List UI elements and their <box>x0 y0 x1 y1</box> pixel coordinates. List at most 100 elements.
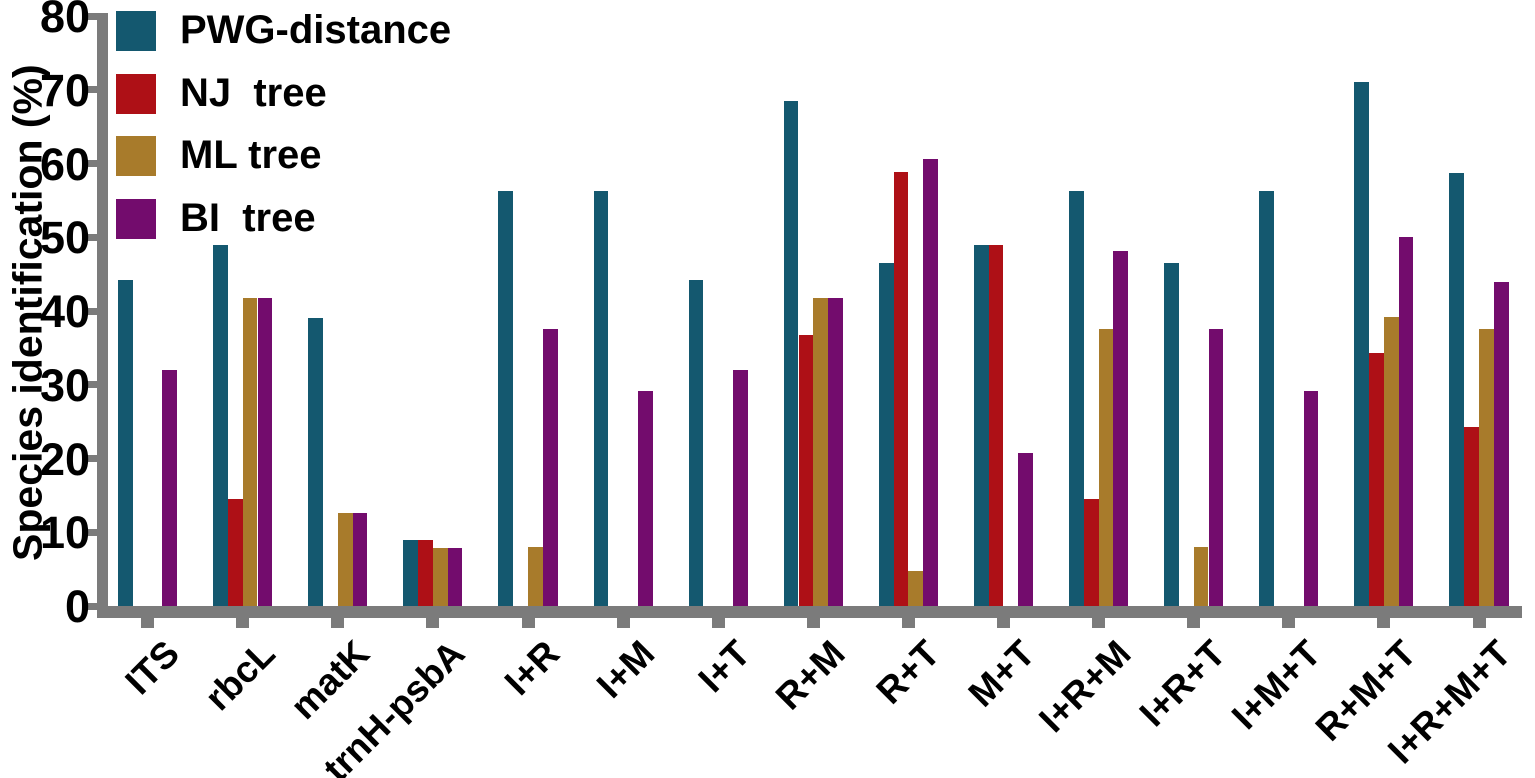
legend-label: NJ tree <box>180 70 327 115</box>
x-tick-mark <box>616 616 630 628</box>
bar-BI-tree-I+R+T <box>1208 328 1224 606</box>
legend-label: ML tree <box>180 133 322 177</box>
bar-PWG-distance-rbcL <box>213 244 228 606</box>
x-tick-mark <box>331 616 345 628</box>
x-tick-label: I+T <box>690 632 758 701</box>
bar-PWG-distance-I+R+T <box>1164 263 1179 606</box>
x-tick-label: rbcL <box>196 632 283 719</box>
x-tick-label: R+T <box>868 632 948 712</box>
bar-ML-tree-R+M <box>813 298 829 606</box>
x-tick-mark <box>1377 616 1391 628</box>
y-tick-label: 10 <box>39 507 90 559</box>
bar-ML-tree-I+R+T <box>1193 547 1209 606</box>
bar-PWG-distance-R+M <box>783 100 799 606</box>
bar-BI-tree-R+T <box>923 159 938 606</box>
legend-label: BI tree <box>180 195 316 240</box>
y-tick-mark <box>85 381 97 389</box>
bar-PWG-distance-I+R+M <box>1069 190 1084 606</box>
y-tick-mark <box>85 86 97 94</box>
bar-PWG-distance-trnH-psbA <box>403 539 419 606</box>
bar-ML-tree-I+R <box>528 547 543 606</box>
bar-ML-tree-matK <box>337 513 353 606</box>
bar-NJ-tree-I+R+M <box>1083 499 1099 606</box>
bar-BI-tree-trnH-psbA <box>447 548 463 606</box>
x-tick-mark <box>1282 616 1296 628</box>
x-tick-label: M+T <box>961 632 1044 715</box>
x-tick-mark <box>236 616 250 628</box>
bar-PWG-distance-M+T <box>973 245 989 606</box>
y-tick-label: 0 <box>64 581 90 632</box>
bar-BI-tree-rbcL <box>257 298 273 606</box>
x-tick-mark <box>141 616 155 628</box>
y-tick-label: 80 <box>39 0 90 42</box>
legend-swatch-BI-tree <box>116 198 156 239</box>
bar-BI-tree-I+T <box>733 370 748 606</box>
bar-PWG-distance-I+M <box>593 190 609 606</box>
bar-PWG-distance-I+R <box>498 190 514 606</box>
bar-ML-tree-R+T <box>908 570 924 606</box>
bar-PWG-distance-I+M+T <box>1259 190 1274 606</box>
x-tick-label: I+M <box>589 632 663 706</box>
y-tick-label: 40 <box>39 286 90 337</box>
x-tick-label: ITS <box>117 632 188 703</box>
y-tick-mark <box>85 455 97 462</box>
y-tick-mark <box>85 160 97 167</box>
x-tick-mark <box>1187 616 1201 628</box>
x-tick-mark <box>997 616 1010 628</box>
bar-BI-tree-R+M <box>828 298 843 606</box>
bar-NJ-tree-trnH-psbA <box>418 539 433 606</box>
x-tick-label: R+M <box>767 632 853 718</box>
bar-NJ-tree-I+R+M+T <box>1464 426 1479 606</box>
bar-NJ-tree-R+T <box>893 172 909 606</box>
x-tick-mark <box>1092 616 1106 628</box>
bar-BI-tree-I+R <box>542 328 558 606</box>
bar-PWG-distance-R+M+T <box>1354 81 1370 606</box>
y-tick-label: 20 <box>39 433 90 485</box>
bar-ML-tree-trnH-psbA <box>432 548 448 606</box>
bar-BI-tree-R+M+T <box>1398 236 1414 606</box>
bar-BI-tree-I+R+M+T <box>1493 282 1509 606</box>
y-tick-mark <box>85 233 97 241</box>
x-tick-mark <box>521 616 535 628</box>
legend-swatch-NJ-tree <box>116 73 156 114</box>
y-tick-mark <box>85 528 97 536</box>
bar-ML-tree-I+R+M+T <box>1479 328 1494 606</box>
bar-PWG-distance-I+R+M+T <box>1449 173 1465 606</box>
bar-BI-tree-I+M <box>637 390 653 606</box>
bar-BI-tree-ITS <box>162 370 178 606</box>
x-tick-mark <box>901 616 915 628</box>
y-axis-line <box>97 13 108 618</box>
legend-label: PWG-distance <box>180 8 452 52</box>
x-axis-line <box>97 606 1522 618</box>
bar-BI-tree-I+M+T <box>1303 390 1319 606</box>
x-tick-label: I+R+M <box>1030 632 1139 741</box>
y-tick-mark <box>85 307 97 315</box>
bar-BI-tree-I+R+M <box>1113 251 1129 606</box>
bar-BI-tree-matK <box>352 513 368 606</box>
y-tick-mark <box>85 602 97 610</box>
x-tick-mark <box>1472 616 1486 628</box>
bar-PWG-distance-R+T <box>878 263 894 606</box>
x-tick-mark <box>711 616 725 628</box>
bar-ML-tree-I+R+M <box>1098 328 1114 606</box>
y-tick-label: 70 <box>39 64 90 116</box>
bar-ML-tree-rbcL <box>242 298 258 606</box>
bar-NJ-tree-rbcL <box>227 499 243 606</box>
bar-PWG-distance-ITS <box>118 280 133 606</box>
bar-BI-tree-M+T <box>1018 452 1034 606</box>
x-tick-label: I+R <box>497 632 568 704</box>
bar-NJ-tree-R+M+T <box>1369 353 1384 606</box>
legend-swatch-ML-tree <box>116 136 156 176</box>
x-tick-label: I+R+T <box>1131 632 1234 735</box>
bar-NJ-tree-R+M <box>798 335 814 606</box>
y-tick-label: 50 <box>39 212 90 264</box>
y-tick-label: 60 <box>39 138 90 190</box>
x-tick-mark <box>426 616 440 628</box>
bar-NJ-tree-M+T <box>988 245 1004 606</box>
x-tick-mark <box>806 616 820 628</box>
bar-ML-tree-R+M+T <box>1383 316 1399 606</box>
bar-PWG-distance-I+T <box>688 280 704 606</box>
bar-PWG-distance-matK <box>308 317 323 606</box>
y-tick-mark <box>85 12 97 20</box>
